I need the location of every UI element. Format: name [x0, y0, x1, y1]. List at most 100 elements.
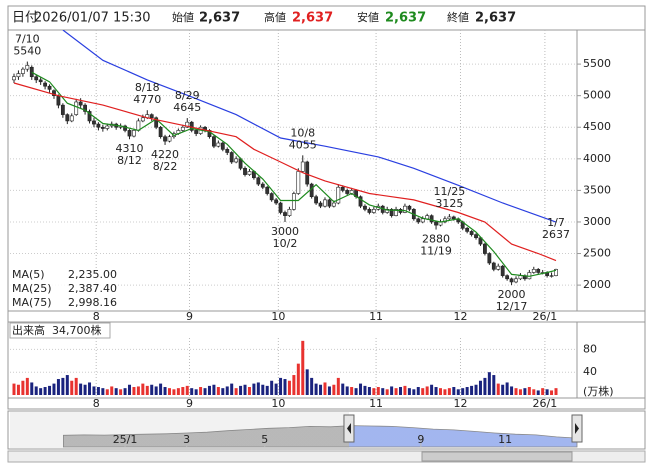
y-tick-label: 2000 — [583, 278, 611, 291]
candle-body — [367, 209, 372, 213]
volume-bar — [256, 382, 260, 395]
volume-bar — [332, 384, 336, 395]
annotation-date: 10/2 — [273, 237, 298, 250]
scroll-thumb[interactable] — [421, 451, 573, 462]
volume-bar — [128, 384, 132, 395]
scrollbar[interactable] — [7, 450, 646, 463]
candle-body — [12, 76, 16, 81]
candle-body — [256, 177, 261, 185]
volume-bar — [456, 389, 460, 395]
nav-tick-label: 25/1 — [113, 433, 138, 446]
candle-body — [158, 126, 163, 138]
volume-bar — [181, 387, 185, 395]
candle-body — [500, 265, 505, 276]
volume-bar — [132, 387, 136, 395]
candle-body — [491, 262, 496, 270]
volume-bar — [292, 375, 296, 395]
volume-bar — [70, 380, 74, 395]
volume-bar — [88, 382, 92, 395]
annotation-date: 1/7 — [547, 216, 565, 229]
volume-bar — [407, 388, 411, 395]
volume-bar — [167, 388, 171, 395]
volume-bar — [478, 380, 482, 395]
candle-body — [554, 269, 558, 276]
candle-body — [260, 183, 265, 188]
volume-bar — [43, 387, 47, 395]
volume-bar — [376, 387, 380, 395]
x-tick-label: 11 — [369, 310, 383, 323]
volume-bar — [48, 385, 52, 395]
legend-value: 2,235.00 — [68, 268, 117, 281]
volume-bar — [341, 383, 345, 395]
candle-body — [483, 243, 487, 254]
y-tick-label: 40 — [583, 365, 597, 378]
candle-body — [518, 275, 523, 280]
annotation-date: 8/22 — [153, 160, 178, 173]
candle-body — [474, 234, 478, 239]
volume-bar — [119, 389, 123, 395]
annotation-date: 11/25 — [434, 185, 466, 198]
legend-box — [10, 268, 118, 310]
volume-bar — [541, 388, 545, 395]
volume-bar — [105, 389, 109, 395]
x-tick-label: 9 — [186, 310, 193, 323]
candle-body — [167, 136, 172, 142]
candle-body — [509, 278, 514, 283]
candle-body — [20, 68, 25, 74]
volume-bar — [30, 382, 34, 395]
volume-bar — [305, 369, 309, 395]
x-tick-label: 26/1 — [533, 310, 558, 323]
volume-bar — [438, 388, 442, 395]
candle-body — [78, 101, 83, 106]
volume-bar — [25, 377, 29, 395]
candle-body — [229, 152, 234, 163]
candle-body — [429, 215, 434, 223]
candle-body — [16, 73, 21, 78]
candle-body — [274, 199, 279, 204]
volume-bar — [287, 380, 291, 395]
candle-body — [358, 196, 363, 207]
candle-body — [212, 136, 216, 147]
candle-body — [265, 186, 270, 194]
volume-bar — [265, 385, 269, 395]
candle-body — [531, 269, 536, 273]
date-label: 日付 — [12, 11, 38, 26]
candle-body — [278, 202, 283, 213]
volume-bar — [367, 387, 371, 395]
volume-bar — [487, 372, 491, 395]
volume-bar — [96, 387, 100, 395]
x-tick-label: 9 — [186, 397, 193, 410]
candle-body — [363, 205, 367, 210]
legend-value: 2,387.40 — [68, 282, 117, 295]
volume-bar — [403, 385, 407, 395]
annotation-date: 8/12 — [117, 154, 142, 167]
candle-body — [394, 209, 398, 216]
close-value: 2,637 — [475, 11, 516, 26]
volume-bar — [465, 387, 469, 395]
volume-bar — [505, 382, 509, 395]
volume-bar — [274, 383, 278, 395]
volume-bar — [145, 385, 149, 395]
nav-tick-label: 9 — [417, 433, 424, 446]
header-box — [7, 5, 646, 31]
volume-bar — [492, 375, 496, 395]
nav-tick-label: 5 — [261, 433, 268, 446]
candle-body — [140, 117, 145, 122]
volume-bar — [199, 387, 203, 395]
volume-bar — [159, 383, 163, 395]
candle-body — [371, 209, 376, 213]
volume-bar — [221, 388, 225, 395]
volume-bar — [354, 388, 358, 395]
volume-bar — [443, 389, 447, 395]
volume-bar — [123, 388, 127, 395]
candle-body — [549, 275, 554, 277]
candle-body — [38, 79, 43, 83]
volume-bar — [39, 388, 43, 395]
candle-body — [87, 111, 92, 122]
volume-bar — [92, 386, 96, 395]
annotation-date: 7/10 — [15, 33, 40, 46]
low-label: 安値 — [357, 10, 379, 24]
volume-bar — [243, 384, 247, 395]
volume-bar — [461, 388, 465, 395]
volume-bar — [350, 387, 354, 395]
